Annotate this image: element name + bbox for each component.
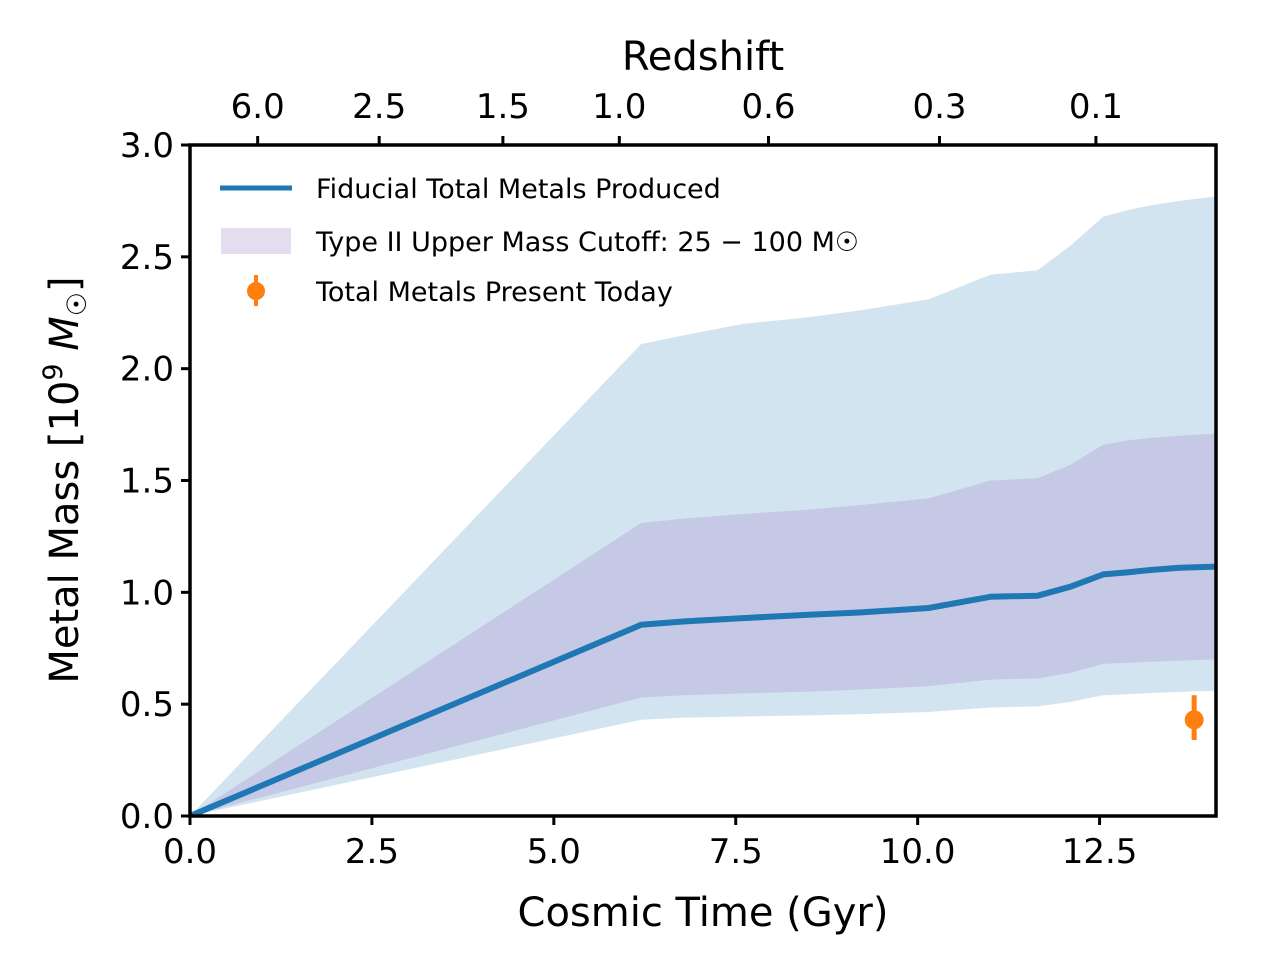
series-line-0	[190, 563, 1216, 816]
y-axis-ticks: 0.0 0.5 1.0 1.5 2.0 2.5 3.0	[120, 126, 190, 837]
band-0	[190, 196, 1216, 816]
x-tick-label: 2.5	[345, 832, 399, 872]
data-points	[1184, 695, 1204, 740]
y-tick-label: 2.0	[120, 350, 174, 390]
top-tick-label: 0.1	[1069, 87, 1123, 127]
x-tick-label: 12.5	[1062, 832, 1138, 872]
y-tick-label: 1.5	[120, 462, 174, 502]
y-tick-label: 1.0	[120, 573, 174, 613]
top-axis-ticks: 6.0 2.5 1.5 1.0 0.6 0.3 0.1	[231, 87, 1123, 145]
top-tick-label: 0.6	[741, 87, 795, 127]
legend-label-type-ii: Type II Upper Mass Cutoff: 25 − 100 M☉	[315, 227, 859, 258]
top-tick-label: 1.5	[476, 87, 530, 127]
top-tick-label: 1.0	[592, 87, 646, 127]
y-tick-label: 0.0	[120, 797, 174, 837]
x-tick-label: 10.0	[880, 832, 956, 872]
legend-label-present-today: Total Metals Present Today	[315, 277, 673, 308]
legend-band-swatch	[221, 228, 291, 254]
top-tick-label: 0.3	[912, 87, 966, 127]
x-axis-title: Cosmic Time (Gyr)	[518, 890, 889, 936]
y-tick-label: 3.0	[120, 126, 174, 166]
x-tick-label: 7.5	[709, 832, 763, 872]
x-tick-label: 5.0	[527, 832, 581, 872]
top-axis-title: Redshift	[622, 34, 784, 80]
y-tick-label: 0.5	[120, 685, 174, 725]
x-tick-label: 0.0	[163, 832, 217, 872]
data-point-0	[1184, 710, 1204, 730]
band-1	[190, 433, 1216, 816]
confidence-bands	[190, 196, 1216, 816]
legend-label-fiducial: Fiducial Total Metals Produced	[316, 174, 721, 205]
x-axis-ticks: 0.0 2.5 5.0 7.5 10.0 12.5	[163, 816, 1137, 872]
series-lines	[190, 563, 1216, 816]
top-tick-label: 6.0	[231, 87, 285, 127]
y-axis-title: Metal Mass [109 M☉]	[38, 276, 93, 683]
top-tick-label: 2.5	[352, 87, 406, 127]
legend: Fiducial Total Metals Produced Type II U…	[220, 174, 859, 308]
y-tick-label: 2.5	[120, 238, 174, 278]
legend-point-swatch	[247, 275, 265, 306]
